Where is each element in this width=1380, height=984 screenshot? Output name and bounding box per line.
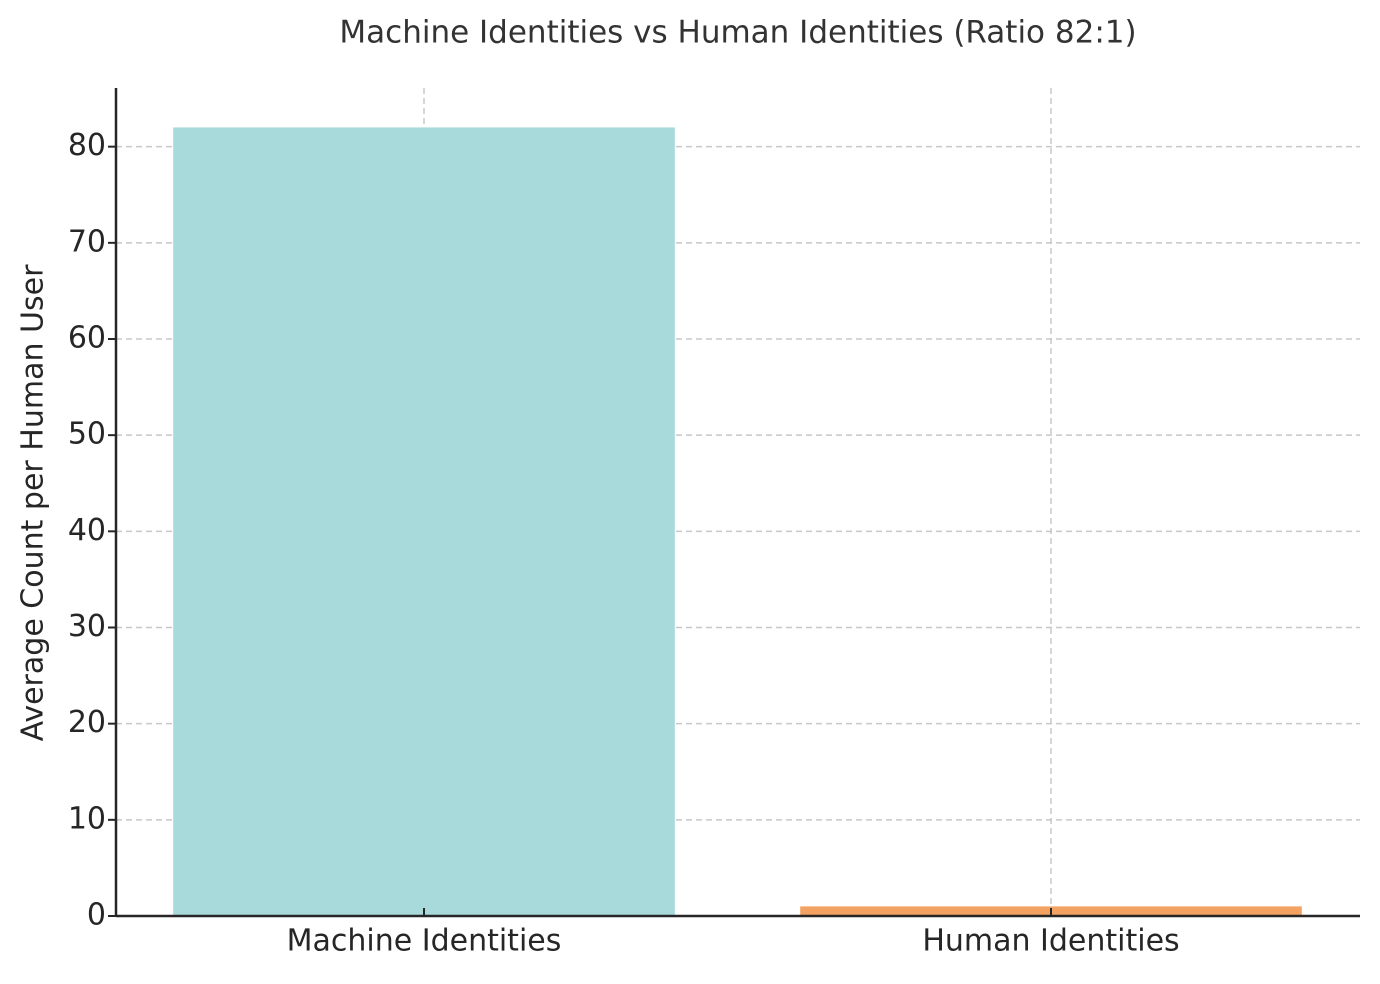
y-tick-label: 30	[68, 609, 106, 644]
y-tick-label: 80	[68, 128, 106, 163]
x-tick-label: Human Identities	[922, 924, 1179, 959]
y-tick-label: 0	[87, 898, 106, 933]
y-tick-label: 10	[68, 801, 106, 836]
x-tick-label: Machine Identities	[287, 924, 562, 959]
y-axis-label: Average Count per Human User	[16, 264, 51, 742]
chart-title: Machine Identities vs Human Identities (…	[339, 15, 1136, 51]
y-tick-label: 40	[68, 513, 106, 548]
y-tick-label: 60	[68, 320, 106, 355]
y-tick-label: 20	[68, 705, 106, 740]
y-tick-label: 50	[68, 417, 106, 452]
bar	[173, 127, 675, 916]
y-tick-label: 70	[68, 224, 106, 259]
